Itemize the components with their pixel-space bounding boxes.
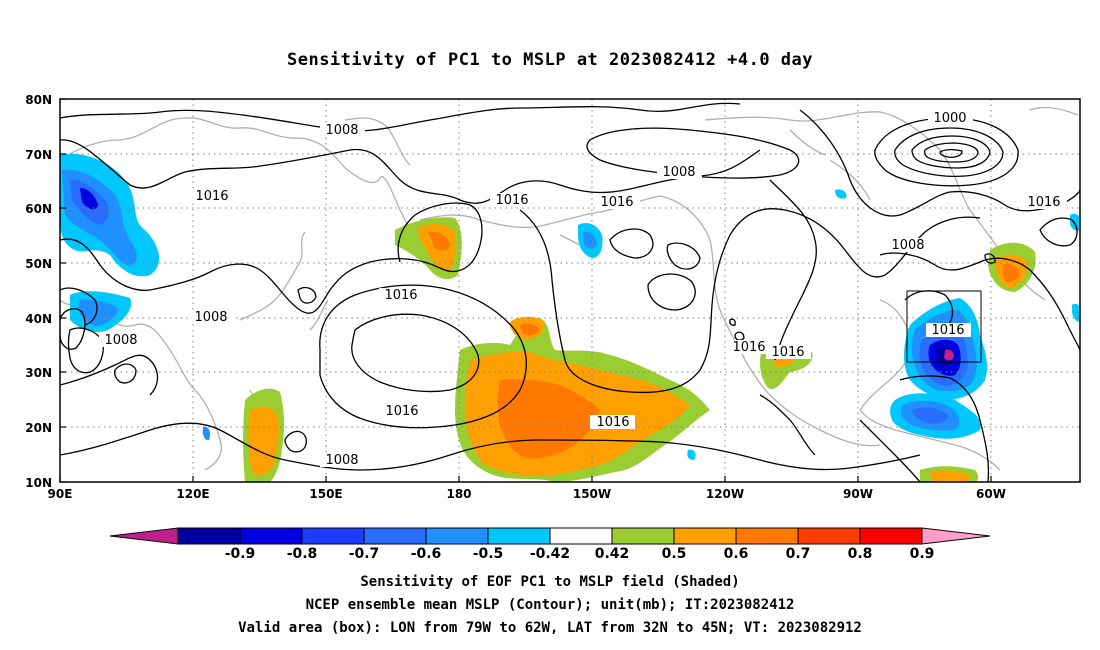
lat-label: 80N xyxy=(25,93,52,107)
contour-label: 1008 xyxy=(320,123,365,138)
lat-label: 20N xyxy=(25,421,52,435)
colorbar-labels: -0.9 -0.8 -0.7 -0.6 -0.5 -0.42 0.42 0.5 0.6 0.7 0.… xyxy=(225,546,935,562)
colorbar: -0.9 -0.8 -0.7 -0.6 -0.5 -0.42 0.42 0.5 0.6 0.7 0.… xyxy=(109,527,991,562)
colorbar-label: 0.9 xyxy=(910,546,935,562)
colorbar-label: 0.5 xyxy=(662,546,687,562)
lon-label: 120W xyxy=(706,487,744,501)
colorbar-low-end xyxy=(109,527,179,545)
colorbar-label: -0.7 xyxy=(349,546,380,562)
contour-label: 1016 xyxy=(590,415,635,430)
map-title: Sensitivity of PC1 to MSLP at 2023082412… xyxy=(286,50,813,70)
caption-shaded: Sensitivity of EOF PC1 to MSLP field (Sh… xyxy=(360,574,740,590)
latitude-labels: 80N 70N 60N 50N 40N 30N 20N 10N xyxy=(25,93,52,490)
lon-label: 150W xyxy=(573,487,611,501)
colorbar-label: 0.6 xyxy=(724,546,749,562)
svg-text:1016: 1016 xyxy=(596,415,629,430)
contour-label: 1016 xyxy=(490,193,535,208)
svg-text:1016: 1016 xyxy=(600,195,633,210)
contour-label: 1008 xyxy=(320,453,365,468)
colorbar-segment xyxy=(797,527,861,545)
lat-label: 70N xyxy=(25,148,52,162)
valid-area-box xyxy=(906,290,982,363)
lon-label: 180 xyxy=(446,487,471,501)
contour-label: 1016 xyxy=(926,323,971,338)
lon-label: 90W xyxy=(843,487,873,501)
svg-text:1008: 1008 xyxy=(662,165,695,180)
colorbar-segment xyxy=(487,527,551,545)
svg-text:1016: 1016 xyxy=(385,404,418,419)
svg-text:1016: 1016 xyxy=(495,193,528,208)
contour-label: 1008 xyxy=(189,310,234,325)
colorbar-label: 0.8 xyxy=(848,546,873,562)
svg-text:1016: 1016 xyxy=(732,340,765,355)
lat-label: 10N xyxy=(25,476,52,490)
svg-text:1008: 1008 xyxy=(891,238,924,253)
colorbar-segment xyxy=(859,527,923,545)
colorbar-label: -0.8 xyxy=(287,546,318,562)
contour-label: 1016 xyxy=(379,288,424,303)
colorbar-high-end xyxy=(921,527,991,545)
lat-label: 50N xyxy=(25,257,52,271)
contour-label: 1016 xyxy=(380,404,425,419)
colorbar-label: 0.7 xyxy=(786,546,811,562)
lon-label: 120E xyxy=(176,487,209,501)
svg-text:1008: 1008 xyxy=(104,333,137,348)
colorbar-label: -0.42 xyxy=(530,546,570,562)
contour-label: 1016 xyxy=(1022,195,1067,210)
contour-label: 1008 xyxy=(657,165,702,180)
contour-labels: 1008 1016 1008 1016 1016 1000 1016 1008 … xyxy=(99,111,1067,468)
mslp-contours xyxy=(60,102,1080,482)
colorbar-segment xyxy=(425,527,489,545)
colorbar-segment xyxy=(735,527,799,545)
colorbar-segment xyxy=(301,527,365,545)
contour-label: 1016 xyxy=(595,195,640,210)
svg-text:1008: 1008 xyxy=(325,453,358,468)
caption-contour: NCEP ensemble mean MSLP (Contour); unit(… xyxy=(305,597,795,613)
lon-label: 90E xyxy=(48,487,73,501)
colorbar-segment xyxy=(363,527,427,545)
svg-text:1008: 1008 xyxy=(325,123,358,138)
svg-text:1000: 1000 xyxy=(933,111,966,126)
colorbar-label: 0.42 xyxy=(595,546,630,562)
colorbar-segment xyxy=(673,527,737,545)
tick-marks xyxy=(59,98,992,483)
colorbar-segment xyxy=(239,527,303,545)
colorbar-label: -0.5 xyxy=(473,546,504,562)
map-plot-area xyxy=(60,99,1080,482)
colorbar-segment xyxy=(611,527,675,545)
colorbar-segments xyxy=(177,527,923,545)
colorbar-segment xyxy=(177,527,241,545)
lon-label: 60W xyxy=(976,487,1006,501)
svg-text:1008: 1008 xyxy=(194,310,227,325)
lat-label: 60N xyxy=(25,202,52,216)
lat-label: 30N xyxy=(25,366,52,380)
lat-label: 40N xyxy=(25,312,52,326)
colorbar-label: -0.6 xyxy=(411,546,442,562)
contour-label: 1016 xyxy=(766,345,811,360)
svg-text:1016: 1016 xyxy=(931,323,964,338)
colorbar-segment xyxy=(549,527,613,545)
contour-label: 1000 xyxy=(928,111,973,126)
contour-label: 1016 xyxy=(727,340,772,355)
svg-text:1016: 1016 xyxy=(1027,195,1060,210)
caption-valid-area: Valid area (box): LON from 79W to 62W, L… xyxy=(238,620,862,636)
svg-text:1016: 1016 xyxy=(195,189,228,204)
contour-label: 1008 xyxy=(886,238,931,253)
contour-label: 1008 xyxy=(99,333,144,348)
svg-text:1016: 1016 xyxy=(771,345,804,360)
plot-frame xyxy=(59,98,1081,483)
longitude-labels: 90E 120E 150E 180 150W 120W 90W 60W xyxy=(48,487,1006,501)
colorbar-label: -0.9 xyxy=(225,546,256,562)
lon-label: 150E xyxy=(309,487,342,501)
svg-text:1016: 1016 xyxy=(384,288,417,303)
contour-label: 1016 xyxy=(190,189,235,204)
